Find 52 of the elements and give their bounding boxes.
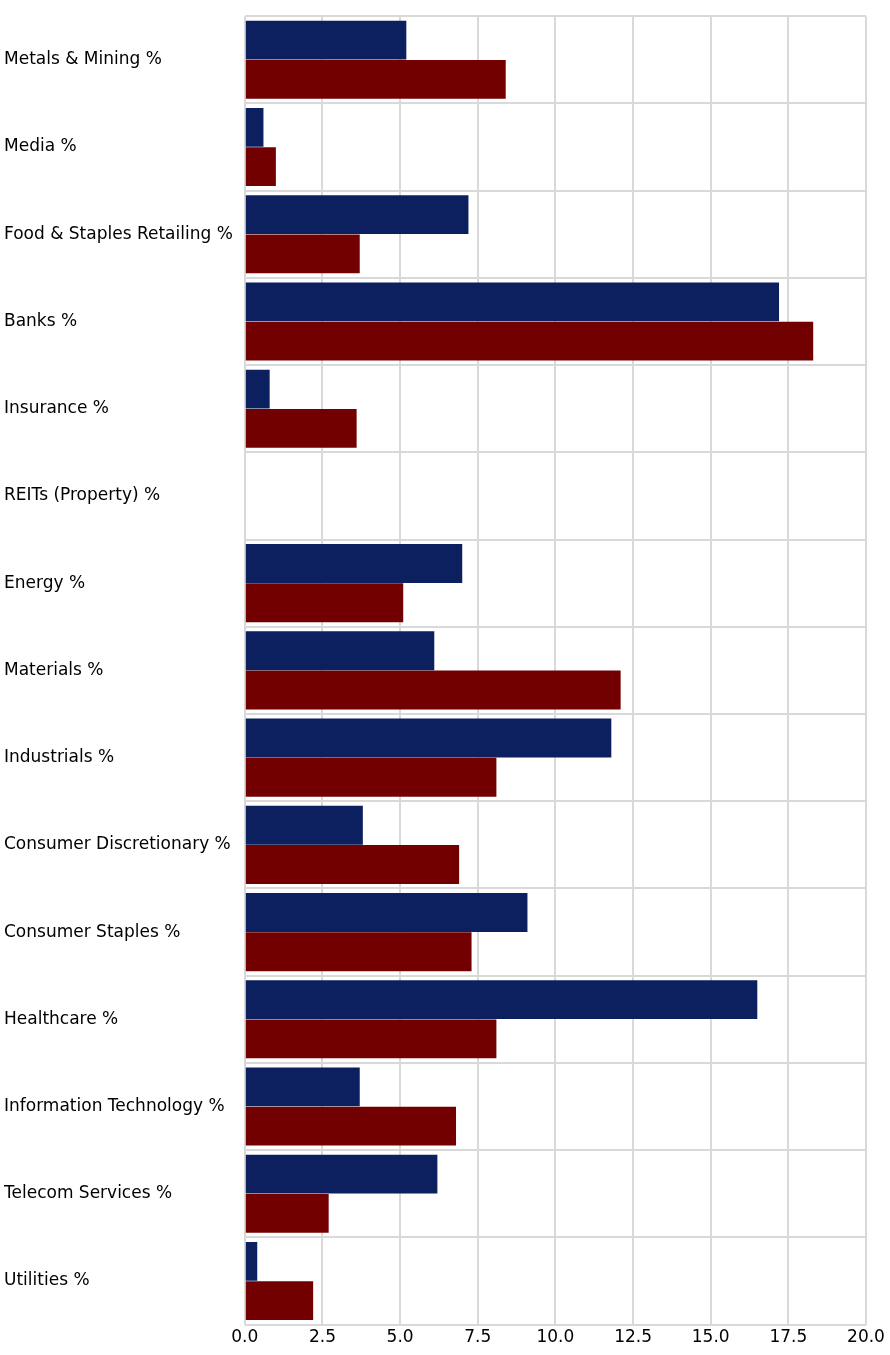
x-tick-label: 0.0 xyxy=(231,1326,259,1347)
bar xyxy=(245,980,758,1020)
bar xyxy=(245,1106,457,1146)
bar xyxy=(245,282,780,322)
bar xyxy=(245,147,276,187)
y-tick-label: Metals & Mining % xyxy=(4,48,162,69)
x-tick-label: 2.5 xyxy=(308,1326,336,1347)
bar xyxy=(245,60,506,99)
bar xyxy=(245,1193,329,1233)
bar xyxy=(245,1154,438,1194)
bar xyxy=(245,544,463,583)
y-tick-label: Media % xyxy=(4,135,77,156)
bar xyxy=(245,1281,314,1321)
x-tick-label: 7.5 xyxy=(464,1326,492,1347)
y-tick-label: Energy % xyxy=(4,571,86,592)
y-tick-label: Consumer Staples % xyxy=(4,920,181,941)
bar xyxy=(245,631,435,671)
bar xyxy=(245,932,472,972)
y-tick-label: Consumer Discretionary % xyxy=(4,833,231,854)
bar xyxy=(245,20,407,60)
y-tick-label: Banks % xyxy=(4,309,78,330)
y-tick-label: Information Technology % xyxy=(4,1094,225,1115)
bar xyxy=(245,369,270,409)
y-tick-label: Telecom Services % xyxy=(3,1182,173,1203)
y-tick-label: Healthcare % xyxy=(4,1007,119,1028)
x-tick-label: 20.0 xyxy=(847,1326,885,1347)
bar xyxy=(245,670,621,710)
x-tick-label: 12.5 xyxy=(614,1326,652,1347)
bar xyxy=(245,1019,497,1059)
bar xyxy=(245,107,264,147)
bar xyxy=(245,234,360,274)
bar xyxy=(245,893,528,932)
y-tick-label: Utilities % xyxy=(4,1269,90,1290)
bar xyxy=(245,321,814,361)
x-tick-label: 5.0 xyxy=(386,1326,414,1347)
bar xyxy=(245,195,469,235)
bar xyxy=(245,408,357,448)
y-tick-label: Materials % xyxy=(4,658,104,679)
bar xyxy=(245,718,612,758)
y-tick-label: Insurance % xyxy=(4,397,109,418)
y-tick-label: Industrials % xyxy=(4,746,115,767)
bar xyxy=(245,805,363,845)
bar xyxy=(245,1241,258,1281)
x-tick-label: 17.5 xyxy=(769,1326,808,1347)
x-tick-label: 15.0 xyxy=(691,1326,730,1347)
y-tick-label: REITs (Property) % xyxy=(4,484,161,505)
bar xyxy=(245,757,497,797)
bar xyxy=(245,845,460,884)
x-tick-label: 10.0 xyxy=(536,1326,575,1347)
bar xyxy=(245,1067,360,1107)
bar xyxy=(245,583,404,623)
y-tick-label: Food & Staples Retailing % xyxy=(4,222,233,243)
